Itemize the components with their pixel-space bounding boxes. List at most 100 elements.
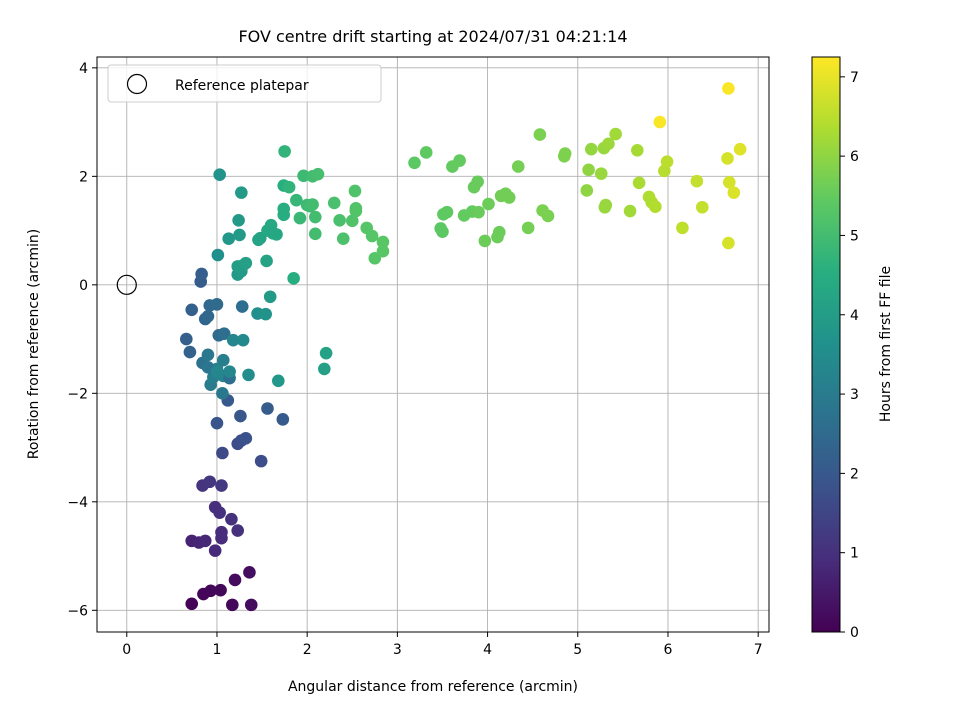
data-point (244, 598, 258, 612)
data-point (733, 142, 747, 156)
plot-frame (96, 56, 770, 633)
y-tick-label: −6 (67, 603, 88, 619)
data-point (208, 544, 222, 557)
data-point (282, 180, 296, 194)
y-tick-label: 2 (79, 169, 88, 185)
data-point (609, 127, 622, 141)
colorbar-tick-label: 3 (850, 387, 859, 403)
data-point (232, 213, 245, 227)
data-point (179, 332, 193, 346)
y-tick-label: 4 (79, 61, 88, 77)
data-point (213, 506, 226, 519)
data-point (213, 168, 226, 182)
data-point (440, 205, 454, 219)
data-point (721, 152, 734, 165)
data-point (290, 193, 303, 207)
data-point (185, 303, 199, 317)
data-point (266, 226, 280, 240)
x-tick-label: 3 (393, 642, 402, 658)
data-point (215, 525, 228, 539)
x-tick-label: 6 (664, 642, 673, 658)
x-tick-label: 7 (754, 642, 763, 658)
data-point (216, 353, 230, 367)
data-point (239, 432, 253, 445)
data-point (210, 365, 224, 378)
data-point (217, 327, 231, 340)
data-point (582, 163, 595, 177)
data-point (631, 144, 644, 157)
data-point (376, 235, 390, 249)
data-point (349, 204, 363, 218)
data-point (216, 446, 229, 460)
data-point (236, 333, 250, 347)
data-point (533, 128, 547, 141)
data-point (239, 256, 253, 270)
data-point (225, 512, 238, 526)
legend: Reference platepar (107, 64, 382, 103)
data-point (511, 160, 525, 173)
data-point (660, 155, 674, 168)
data-point (195, 267, 208, 281)
data-point (623, 204, 637, 218)
data-point (185, 597, 199, 611)
data-point (336, 232, 350, 246)
data-point (287, 272, 300, 285)
data-point (319, 346, 333, 360)
data-point (408, 156, 421, 170)
data-point (276, 413, 290, 426)
colorbar-tick-label: 5 (850, 228, 859, 244)
data-point (318, 362, 331, 376)
data-point (233, 228, 246, 242)
data-point (234, 409, 247, 423)
colorbar-tick-label: 7 (850, 70, 859, 86)
data-point (215, 479, 228, 492)
data-point (436, 225, 449, 238)
data-point (242, 368, 255, 382)
data-point (580, 184, 594, 197)
data-point (243, 566, 256, 579)
data-point (365, 229, 379, 243)
data-point (333, 213, 346, 227)
x-tick-label: 0 (122, 642, 131, 658)
x-tick-label: 5 (573, 642, 582, 658)
reference-platepar-marker (116, 274, 137, 295)
data-point (226, 333, 240, 347)
data-point (204, 584, 217, 598)
colorbar-tick-label: 2 (850, 466, 859, 482)
data-point (599, 198, 613, 212)
data-point (419, 146, 433, 159)
x-tick-label: 1 (213, 642, 222, 658)
data-point (278, 145, 291, 158)
x-axis-label: Angular distance from reference (arcmin) (288, 679, 578, 695)
data-point (311, 167, 325, 181)
colorbar-frame (811, 56, 841, 633)
data-point (272, 374, 285, 388)
data-point (297, 169, 310, 183)
data-point (277, 202, 291, 216)
scatter-points (179, 82, 747, 612)
data-point (183, 345, 197, 359)
data-point (222, 232, 235, 246)
data-point (261, 402, 274, 415)
data-point (260, 254, 273, 268)
legend-box (107, 64, 382, 103)
y-tick-label: −4 (67, 495, 88, 511)
data-point (632, 176, 646, 190)
colorbar: 0 1 2 3 4 5 6 7 Hours from first FF file (811, 56, 894, 641)
legend-entry-reference: Reference platepar (175, 78, 309, 94)
data-point (541, 209, 555, 223)
data-point (492, 225, 506, 239)
data-point (453, 154, 466, 167)
x-tick-label: 2 (303, 642, 312, 658)
data-point (676, 221, 689, 235)
data-point (345, 214, 359, 228)
colorbar-tick-label: 4 (850, 308, 859, 324)
data-point (211, 248, 225, 262)
colorbar-label: Hours from first FF file (878, 266, 894, 422)
data-point (649, 200, 662, 214)
data-point (368, 251, 382, 265)
data-point (727, 186, 741, 199)
grid-lines (97, 57, 769, 632)
data-point (216, 387, 229, 400)
